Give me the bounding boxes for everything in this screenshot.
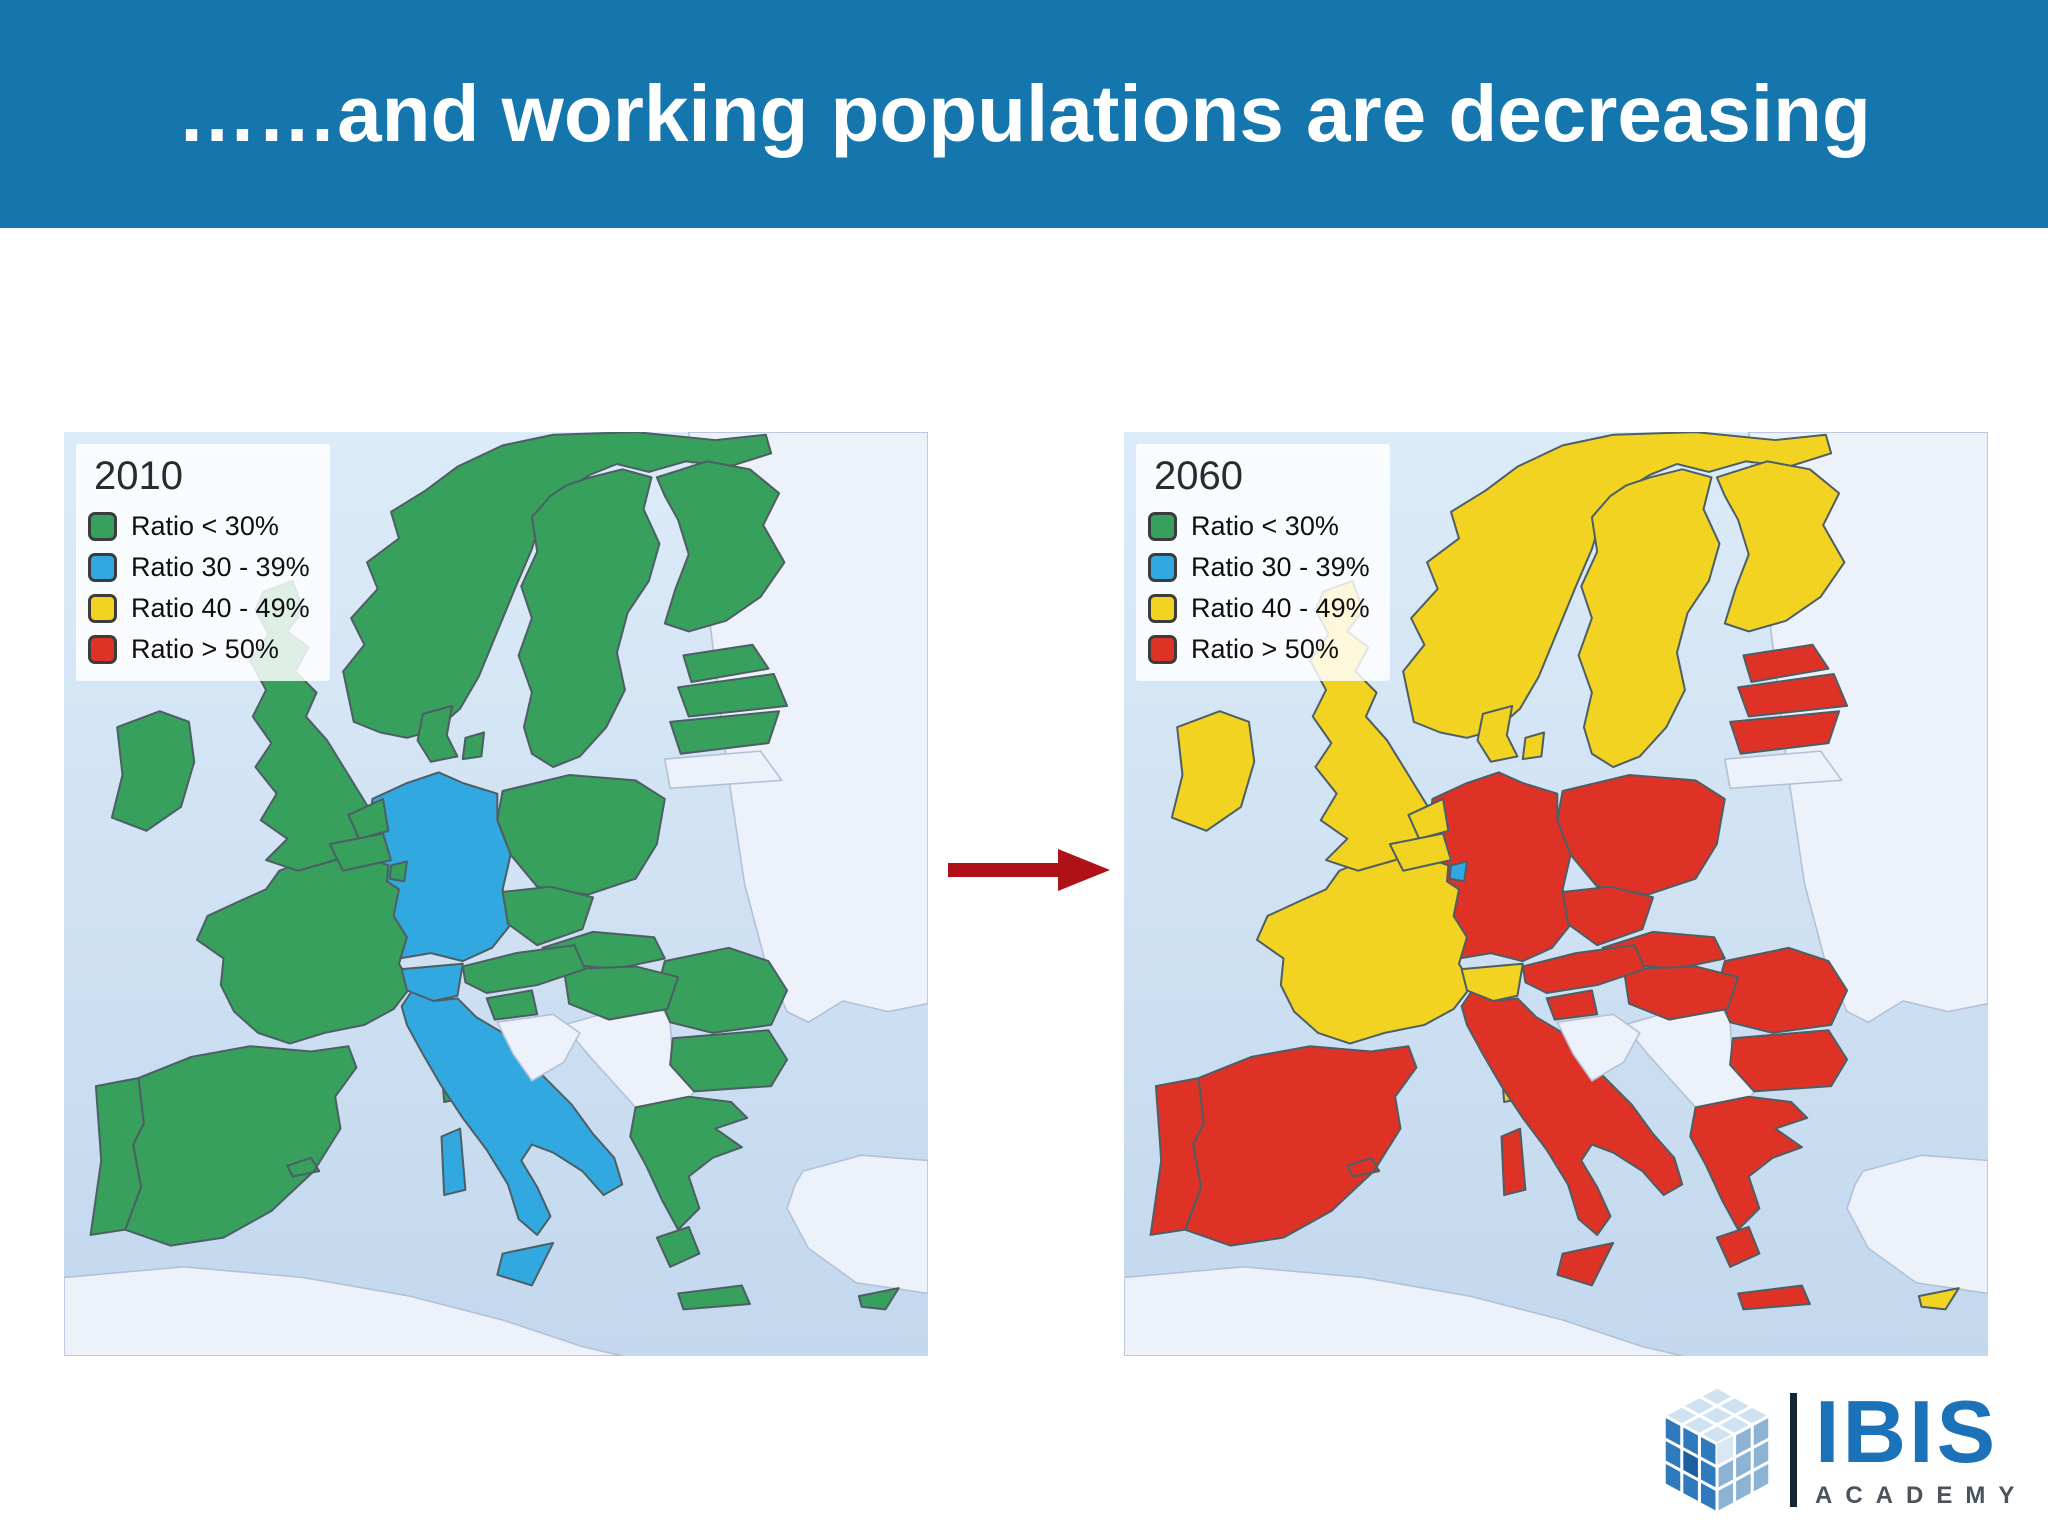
legend-item-lt30: Ratio < 30% <box>88 511 310 542</box>
country-lithuania <box>1729 710 1841 755</box>
country-bulgaria <box>669 1029 789 1093</box>
country-cyprus <box>857 1287 900 1311</box>
transition-arrow-icon <box>948 849 1110 891</box>
country-estonia <box>1742 643 1830 683</box>
legend-label: Ratio < 30% <box>131 511 279 541</box>
slide-title: ……and working populations are decreasing <box>177 69 1871 158</box>
country-estonia <box>682 643 770 683</box>
region-no-data <box>64 1266 624 1356</box>
country-bulgaria <box>1729 1029 1849 1093</box>
country-switzerland <box>1460 962 1524 1002</box>
legend-swatch-lt30 <box>1148 512 1177 541</box>
country-portugal <box>1149 1077 1205 1236</box>
country-czech-republic <box>501 885 595 947</box>
country-denmark <box>416 704 486 763</box>
region-no-data <box>1724 750 1843 790</box>
logo-text: IBIS ACADEMY <box>1815 1382 2028 1510</box>
country-cyprus <box>1917 1287 1960 1311</box>
legend-label: Ratio < 30% <box>1191 511 1339 541</box>
legend-label: Ratio 40 - 49% <box>131 593 310 623</box>
country-finland <box>655 460 786 633</box>
legend-item-r30_39: Ratio 30 - 39% <box>88 552 310 583</box>
country-finland <box>1715 460 1846 633</box>
legend-items-2060: Ratio < 30% Ratio 30 - 39% Ratio 40 - 49% R… <box>1148 511 1370 665</box>
legend-item-r30_39: Ratio 30 - 39% <box>1148 552 1370 583</box>
country-lithuania <box>669 710 781 755</box>
country-luxembourg <box>1448 860 1468 883</box>
country-austria <box>1521 944 1647 995</box>
country-latvia <box>677 673 789 718</box>
region-no-data <box>1124 1266 1684 1356</box>
region-no-data <box>786 1154 928 1295</box>
legend-label: Ratio 30 - 39% <box>131 552 310 582</box>
country-netherlands <box>1407 797 1450 840</box>
legend-swatch-lt30 <box>88 512 117 541</box>
logo-subtitle: ACADEMY <box>1815 1481 2028 1509</box>
country-belgium <box>1388 832 1452 872</box>
legend-item-r40_49: Ratio 40 - 49% <box>88 593 310 624</box>
region-no-data <box>664 750 783 790</box>
country-denmark <box>1476 704 1546 763</box>
country-sweden <box>517 468 661 769</box>
logo-name: IBIS <box>1815 1382 1999 1482</box>
map-year-label-2060: 2060 <box>1154 454 1243 498</box>
country-netherlands <box>347 797 390 840</box>
country-slovenia <box>485 989 539 1021</box>
legend-item-gt50: Ratio > 50% <box>88 634 310 665</box>
country-ireland <box>110 710 196 832</box>
country-ireland <box>1170 710 1256 832</box>
country-slovenia <box>1545 989 1599 1021</box>
country-greece <box>1689 1095 1811 1311</box>
country-croatia <box>496 1013 581 1082</box>
legend-label: Ratio 30 - 39% <box>1191 552 1370 582</box>
country-hungary <box>562 965 680 1021</box>
legend-label: Ratio > 50% <box>131 634 279 664</box>
legend-swatch-gt50 <box>88 635 117 664</box>
country-sweden <box>1577 468 1721 769</box>
legend-label: Ratio 40 - 49% <box>1191 593 1370 623</box>
country-norway <box>342 432 773 739</box>
ibis-academy-logo: IBIS ACADEMY <box>1656 1376 2028 1524</box>
legend-label: Ratio > 50% <box>1191 634 1339 664</box>
country-czech-republic <box>1561 885 1655 947</box>
map-year-label-2010: 2010 <box>94 454 183 498</box>
legend-swatch-r40_49 <box>88 594 117 623</box>
map-panel-2060: 2060 Ratio < 30% Ratio 30 - 39% Ratio 40 -… <box>1124 432 1988 1356</box>
country-belgium <box>328 832 392 872</box>
legend-swatch-r40_49 <box>1148 594 1177 623</box>
legend-swatch-gt50 <box>1148 635 1177 664</box>
country-romania <box>655 946 789 1034</box>
legend-swatch-r30_39 <box>88 553 117 582</box>
country-hungary <box>1622 965 1740 1021</box>
slide-header: ……and working populations are decreasing <box>0 0 2048 228</box>
country-norway <box>1402 432 1833 739</box>
country-greece <box>629 1095 751 1311</box>
legend-item-lt30: Ratio < 30% <box>1148 511 1370 542</box>
map-panel-2010: 2010 Ratio < 30% Ratio 30 - 39% Ratio 40 -… <box>64 432 928 1356</box>
country-romania <box>1715 946 1849 1034</box>
logo-cube-icon <box>1661 1385 1773 1516</box>
country-austria <box>461 944 587 995</box>
country-switzerland <box>400 962 464 1002</box>
country-latvia <box>1737 673 1849 718</box>
legend-item-gt50: Ratio > 50% <box>1148 634 1370 665</box>
country-luxembourg <box>388 860 408 883</box>
map-legend-2010: 2010 Ratio < 30% Ratio 30 - 39% Ratio 40 -… <box>76 444 330 681</box>
legend-swatch-r30_39 <box>1148 553 1177 582</box>
map-legend-2060: 2060 Ratio < 30% Ratio 30 - 39% Ratio 40 -… <box>1136 444 1390 681</box>
legend-item-r40_49: Ratio 40 - 49% <box>1148 593 1370 624</box>
country-croatia <box>1556 1013 1641 1082</box>
logo-divider <box>1790 1393 1797 1507</box>
country-portugal <box>89 1077 145 1236</box>
legend-items-2010: Ratio < 30% Ratio 30 - 39% Ratio 40 - 49% R… <box>88 511 310 665</box>
region-no-data <box>1846 1154 1988 1295</box>
